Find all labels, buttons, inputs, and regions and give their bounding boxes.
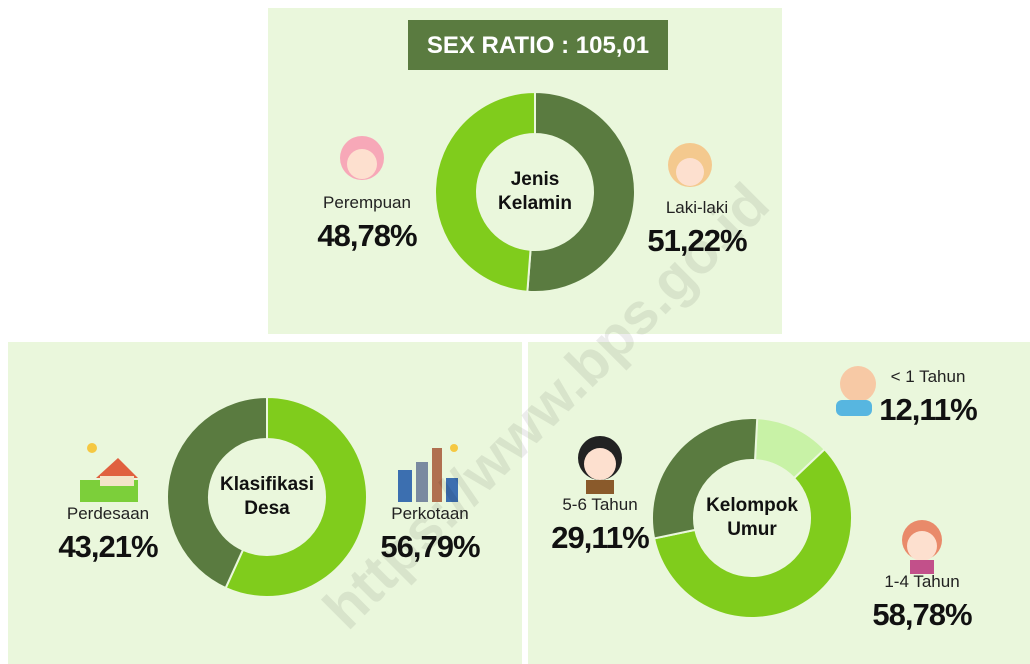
value-label: 43,21%	[58, 529, 158, 564]
icon	[836, 366, 876, 416]
category-label: Perempuan	[323, 193, 411, 212]
icon	[80, 443, 138, 502]
value-label: 56,79%	[380, 529, 480, 564]
icon	[902, 520, 942, 574]
value-label: 29,11%	[551, 520, 649, 555]
icon	[398, 444, 458, 502]
donut-title: Klasifikasi Desa	[220, 474, 314, 519]
donut-title: Jenis Kelamin	[498, 169, 572, 214]
category-label: 5-6 Tahun	[562, 495, 637, 514]
category-label: 1-4 Tahun	[884, 572, 959, 591]
icon	[668, 143, 712, 187]
value-label: 51,22%	[647, 223, 747, 258]
donut-segment	[224, 395, 368, 598]
banner-box	[408, 20, 668, 70]
donut-segment	[651, 417, 759, 540]
value-label: 48,78%	[317, 218, 417, 253]
value-label: 58,78%	[872, 597, 972, 632]
donut-segment	[652, 447, 853, 619]
icon	[340, 136, 384, 180]
category-label: < 1 Tahun	[891, 367, 966, 386]
donut-segment	[166, 395, 268, 590]
value-label: 12,11%	[879, 392, 977, 427]
panel	[8, 342, 522, 664]
category-label: Laki-laki	[666, 198, 728, 217]
banner: SEX RATIO : 105,01	[427, 32, 649, 59]
donut-segment	[434, 90, 536, 293]
category-label: Perkotaan	[391, 504, 469, 523]
donut-title: Kelompok Umur	[706, 495, 798, 540]
icon	[578, 436, 622, 494]
category-label: Perdesaan	[67, 504, 149, 523]
donut-segment	[526, 90, 637, 293]
